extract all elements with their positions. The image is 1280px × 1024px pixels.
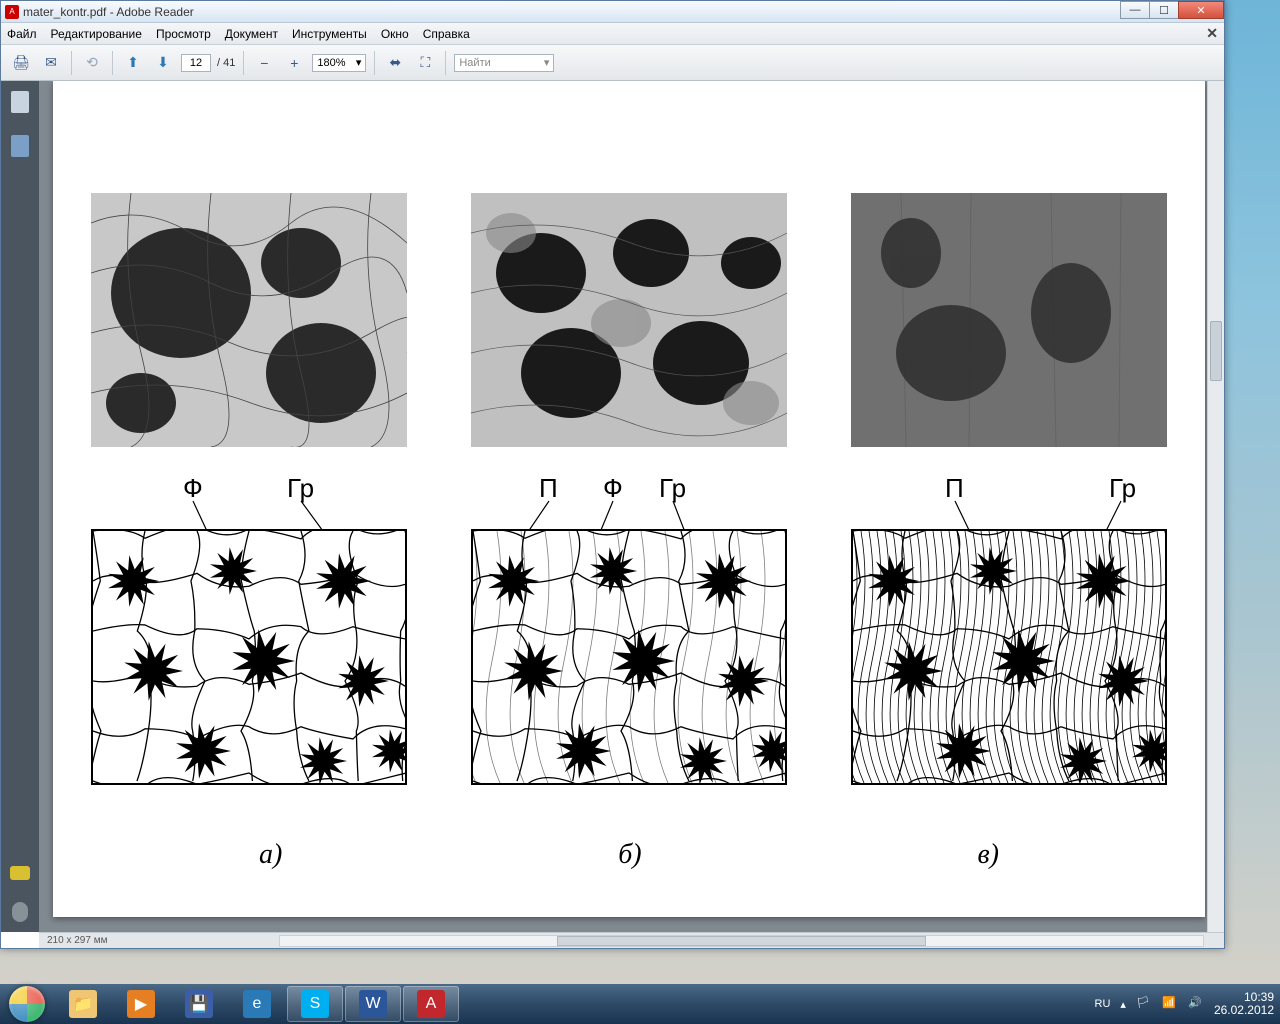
- menu-view[interactable]: Просмотр: [156, 27, 211, 41]
- menu-tools[interactable]: Инструменты: [292, 27, 367, 41]
- bookmarks-panel-icon[interactable]: [11, 135, 29, 157]
- nav-sidebar: [1, 81, 39, 932]
- caption-a: а): [259, 839, 282, 879]
- find-input[interactable]: Найти▾: [454, 54, 554, 72]
- tray-lang[interactable]: RU: [1095, 998, 1111, 1010]
- collab-button[interactable]: ⟲: [80, 51, 104, 75]
- fit-width-button[interactable]: ⬌: [383, 51, 407, 75]
- task-skype[interactable]: S: [287, 986, 343, 1022]
- horizontal-scrollbar[interactable]: [279, 935, 1204, 947]
- task-wmp[interactable]: ▶: [113, 986, 169, 1022]
- zoom-in-button[interactable]: +: [282, 51, 306, 75]
- caption-b: б): [618, 839, 641, 879]
- micrograph-b: [471, 193, 787, 447]
- pdf-icon: A: [5, 5, 19, 19]
- menu-edit[interactable]: Редактирование: [51, 27, 142, 41]
- micrograph-a: [91, 193, 407, 447]
- page-total: / 41: [217, 57, 235, 69]
- pages-panel-icon[interactable]: [11, 91, 29, 113]
- micrograph-v: [851, 193, 1167, 447]
- diagram-a: [91, 529, 407, 785]
- caption-v: в): [978, 839, 999, 879]
- vertical-scrollbar[interactable]: [1207, 81, 1224, 932]
- tray-flag-icon[interactable]: 🏳: [1136, 996, 1152, 1012]
- window-title: mater_kontr.pdf - Adobe Reader: [23, 5, 194, 19]
- print-button[interactable]: 🖨: [9, 51, 33, 75]
- menu-document[interactable]: Документ: [225, 27, 278, 41]
- horizontal-scroll-thumb[interactable]: [557, 936, 926, 946]
- maximize-button[interactable]: ☐: [1149, 1, 1179, 19]
- toolbar: 🖨 ✉ ⟲ ⬆ ⬇ / 41 − + 180%▾ ⬌ ⛶ Найти▾: [1, 45, 1224, 81]
- system-tray[interactable]: RU ▴ 🏳 📶 🔊 10:39 26.02.2012: [1089, 984, 1280, 1024]
- menu-help[interactable]: Справка: [423, 27, 470, 41]
- pdf-page: Ф Гр П Ф Гр: [53, 81, 1205, 917]
- menu-file[interactable]: Файл: [7, 27, 37, 41]
- fit-page-button[interactable]: ⛶: [413, 51, 437, 75]
- tray-clock[interactable]: 10:39 26.02.2012: [1214, 991, 1274, 1017]
- labels-a: Ф Гр: [91, 473, 407, 513]
- taskbar: 📁 ▶ 💾 e S W A RU ▴ 🏳 📶 🔊 10:39 26.02.201…: [0, 984, 1280, 1024]
- page-dimensions: 210 x 297 мм: [47, 935, 107, 946]
- menu-window[interactable]: Окно: [381, 27, 409, 41]
- close-button[interactable]: ✕: [1178, 1, 1224, 19]
- page-up-button[interactable]: ⬆: [121, 51, 145, 75]
- page-down-button[interactable]: ⬇: [151, 51, 175, 75]
- statusbar: 210 x 297 мм: [39, 932, 1224, 948]
- page-number-input[interactable]: [181, 54, 211, 72]
- labels-v: П Гр: [851, 473, 1167, 513]
- titlebar[interactable]: A mater_kontr.pdf - Adobe Reader — ☐ ✕: [1, 1, 1224, 23]
- comments-panel-icon[interactable]: [10, 866, 30, 880]
- task-explorer[interactable]: 📁: [55, 986, 111, 1022]
- task-save[interactable]: 💾: [171, 986, 227, 1022]
- zoom-out-button[interactable]: −: [252, 51, 276, 75]
- diagram-v: [851, 529, 1167, 785]
- tray-volume-icon[interactable]: 🔊: [1188, 996, 1204, 1012]
- email-button[interactable]: ✉: [39, 51, 63, 75]
- labels-b: П Ф Гр: [471, 473, 787, 513]
- task-adobe[interactable]: A: [403, 986, 459, 1022]
- menubar: Файл Редактирование Просмотр Документ Ин…: [1, 23, 1224, 45]
- document-viewport[interactable]: Ф Гр П Ф Гр: [39, 81, 1224, 932]
- adobe-reader-window: A mater_kontr.pdf - Adobe Reader — ☐ ✕ Ф…: [0, 0, 1225, 949]
- diagram-b: [471, 529, 787, 785]
- task-ie[interactable]: e: [229, 986, 285, 1022]
- tray-up-icon[interactable]: ▴: [1120, 998, 1126, 1011]
- desktop: Новое пособие - Microsoft Word A mater_k…: [0, 0, 1280, 1024]
- minimize-button[interactable]: —: [1120, 1, 1150, 19]
- task-word[interactable]: W: [345, 986, 401, 1022]
- vertical-scroll-thumb[interactable]: [1210, 321, 1222, 381]
- doc-close-button[interactable]: ✕: [1206, 25, 1218, 42]
- tray-network-icon[interactable]: 📶: [1162, 996, 1178, 1012]
- zoom-display[interactable]: 180%▾: [312, 54, 366, 72]
- attachments-panel-icon[interactable]: [12, 902, 28, 922]
- start-button[interactable]: [0, 984, 54, 1024]
